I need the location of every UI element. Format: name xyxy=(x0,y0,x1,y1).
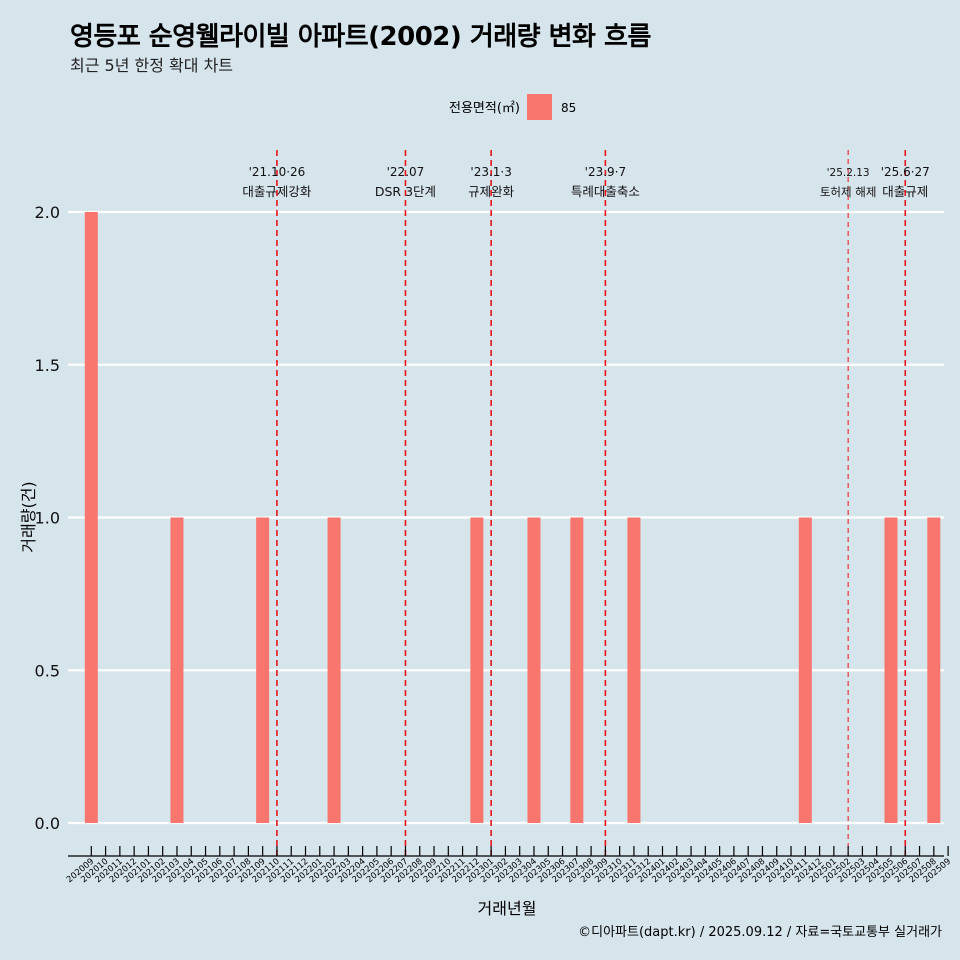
bar-202505[interactable] xyxy=(884,517,898,824)
event-label-202309: 특례대출축소 xyxy=(571,184,640,199)
y-axis-title: 거래량(건) xyxy=(19,481,38,552)
bar-202009[interactable] xyxy=(84,212,98,823)
legend: 전용면적(㎡) 85 xyxy=(449,94,576,120)
bar-202311[interactable] xyxy=(627,517,641,824)
event-label-202506: 대출규제 xyxy=(882,184,928,199)
y-tick-label: 0.0 xyxy=(35,814,60,833)
source-caption: ©디아파트(dapt.kr) / 2025.09.12 / 자료=국토교통부 실… xyxy=(578,925,942,940)
x-axis-title: 거래년월 xyxy=(478,899,537,918)
event-date-202502: '25.2.13 xyxy=(827,167,870,179)
bar-202212[interactable] xyxy=(470,517,484,824)
bar-202508[interactable] xyxy=(927,517,941,824)
event-date-202110: '21.10·26 xyxy=(249,165,306,179)
bar-202307[interactable] xyxy=(570,517,584,824)
bar-202109[interactable] xyxy=(256,517,270,824)
y-tick-label: 1.0 xyxy=(35,509,60,528)
event-label-202110: 대출규제강화 xyxy=(242,184,312,199)
legend-title: 전용면적(㎡) xyxy=(449,101,520,116)
event-date-202506: '25.6·27 xyxy=(881,165,930,179)
y-tick-label: 1.5 xyxy=(35,356,60,375)
event-date-202301: '23.1·3 xyxy=(470,165,511,179)
event-date-202207: '22.07 xyxy=(387,165,425,179)
legend-label: 85 xyxy=(561,101,576,115)
bar-202411[interactable] xyxy=(798,517,812,824)
event-label-202301: 규제완화 xyxy=(468,184,515,199)
bar-202202[interactable] xyxy=(327,517,341,824)
event-label-202502: 토허제 해제 xyxy=(820,185,877,199)
bar-202103[interactable] xyxy=(170,517,184,824)
chart-subtitle: 최근 5년 한정 확대 차트 xyxy=(70,56,234,75)
event-label-202207: DSR 3단계 xyxy=(375,184,436,199)
chart-title: 영등포 순영웰라이빌 아파트(2002) 거래량 변화 흐름 xyxy=(70,22,651,52)
y-tick-label: 2.0 xyxy=(35,203,60,222)
legend-swatch xyxy=(527,94,552,120)
y-tick-label: 0.5 xyxy=(35,661,60,680)
bar-202304[interactable] xyxy=(527,517,541,824)
event-date-202309: '23.9·7 xyxy=(585,165,626,179)
